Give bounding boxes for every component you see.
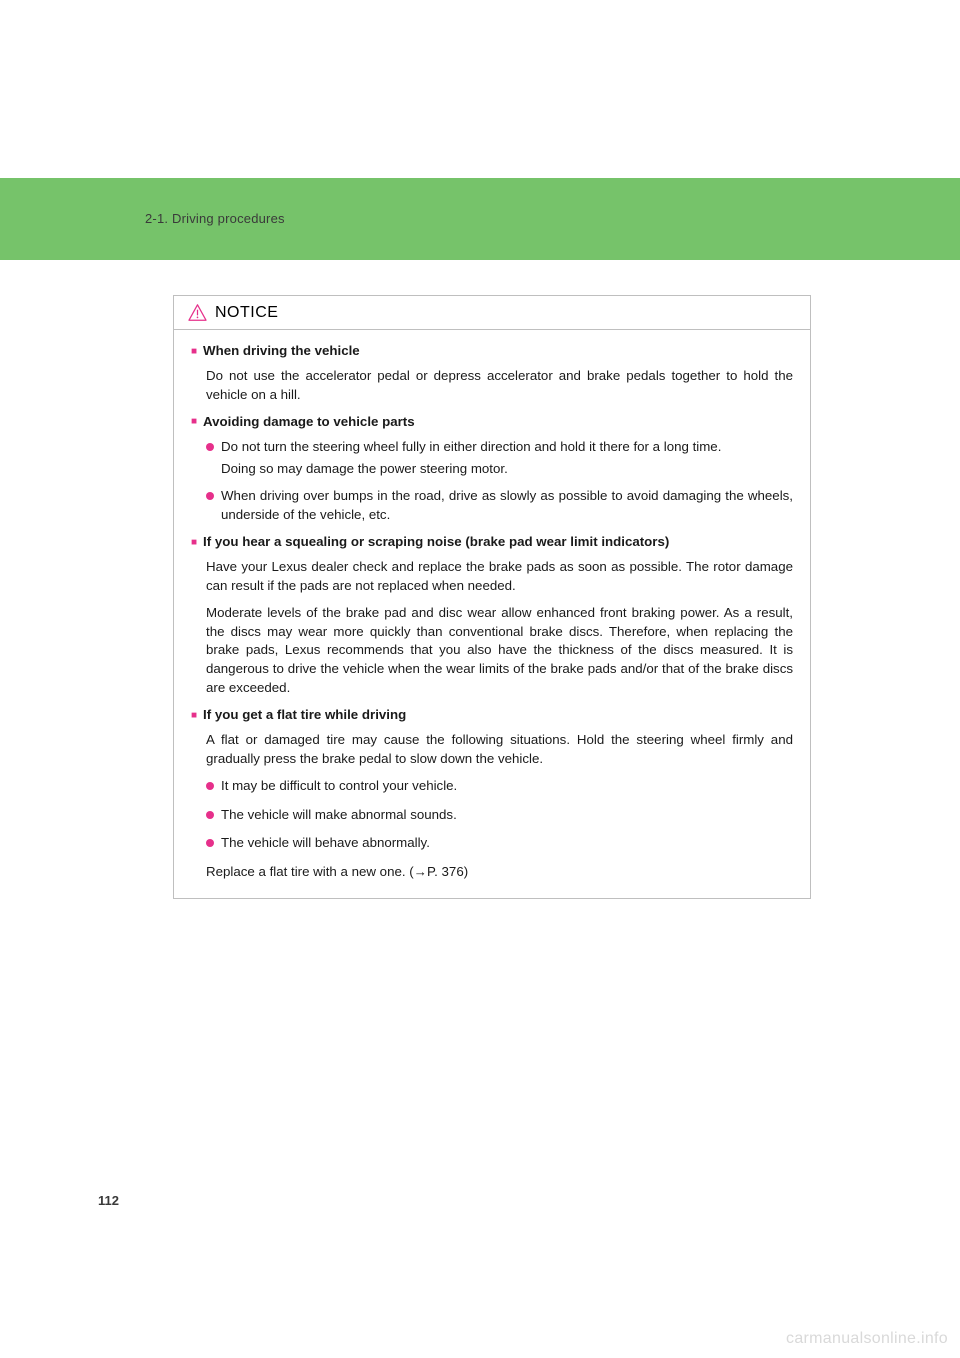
square-marker-icon: ■ — [191, 345, 197, 359]
bullet-dot-icon — [206, 811, 214, 819]
watermark: carmanualsonline.info — [786, 1330, 948, 1348]
square-marker-icon: ■ — [191, 415, 197, 429]
bullet-text: Do not turn the steering wheel fully in … — [221, 438, 793, 457]
subhead-flat-tire: ■ If you get a flat tire while driving — [191, 706, 793, 725]
paragraph: Have your Lexus dealer check and replace… — [206, 558, 793, 596]
bullet-text: It may be difficult to control your vehi… — [221, 777, 793, 796]
paragraph: Replace a flat tire with a new one. (→P.… — [206, 863, 793, 882]
subhead-squealing-noise: ■ If you hear a squealing or scraping no… — [191, 533, 793, 552]
bullet-dot-icon — [206, 839, 214, 847]
bullet-item: The vehicle will behave abnormally. — [206, 834, 793, 853]
bullet-text: The vehicle will behave abnormally. — [221, 834, 793, 853]
subhead-text: When driving the vehicle — [203, 342, 360, 361]
paragraph: Moderate levels of the brake pad and dis… — [206, 604, 793, 698]
bullet-text: When driving over bumps in the road, dri… — [221, 487, 793, 525]
bullet-item: The vehicle will make abnormal sounds. — [206, 806, 793, 825]
subhead-when-driving: ■ When driving the vehicle — [191, 342, 793, 361]
bullet-dot-icon — [206, 492, 214, 500]
bullet-dot-icon — [206, 782, 214, 790]
page-number: 112 — [98, 1193, 119, 1208]
notice-body: ■ When driving the vehicle Do not use th… — [174, 330, 810, 898]
subhead-text: Avoiding damage to vehicle parts — [203, 413, 415, 432]
bullet-item: When driving over bumps in the road, dri… — [206, 487, 793, 525]
bullet-item: It may be difficult to control your vehi… — [206, 777, 793, 796]
header-band: 2-1. Driving procedures — [0, 178, 960, 260]
notice-title-row: NOTICE — [174, 296, 810, 330]
bullet-subtext: Doing so may damage the power steering m… — [221, 460, 793, 479]
square-marker-icon: ■ — [191, 536, 197, 550]
subhead-text: If you hear a squealing or scraping nois… — [203, 533, 669, 552]
subhead-avoiding-damage: ■ Avoiding damage to vehicle parts — [191, 413, 793, 432]
paragraph: Do not use the accelerator pedal or depr… — [206, 367, 793, 405]
square-marker-icon: ■ — [191, 709, 197, 723]
bullet-dot-icon — [206, 443, 214, 451]
notice-box: NOTICE ■ When driving the vehicle Do not… — [173, 295, 811, 899]
notice-title: NOTICE — [215, 304, 278, 322]
section-label: 2-1. Driving procedures — [145, 211, 285, 226]
subhead-text: If you get a flat tire while driving — [203, 706, 406, 725]
bullet-item: Do not turn the steering wheel fully in … — [206, 438, 793, 457]
paragraph: A flat or damaged tire may cause the fol… — [206, 731, 793, 769]
warning-triangle-icon — [188, 304, 207, 321]
bullet-text: The vehicle will make abnormal sounds. — [221, 806, 793, 825]
